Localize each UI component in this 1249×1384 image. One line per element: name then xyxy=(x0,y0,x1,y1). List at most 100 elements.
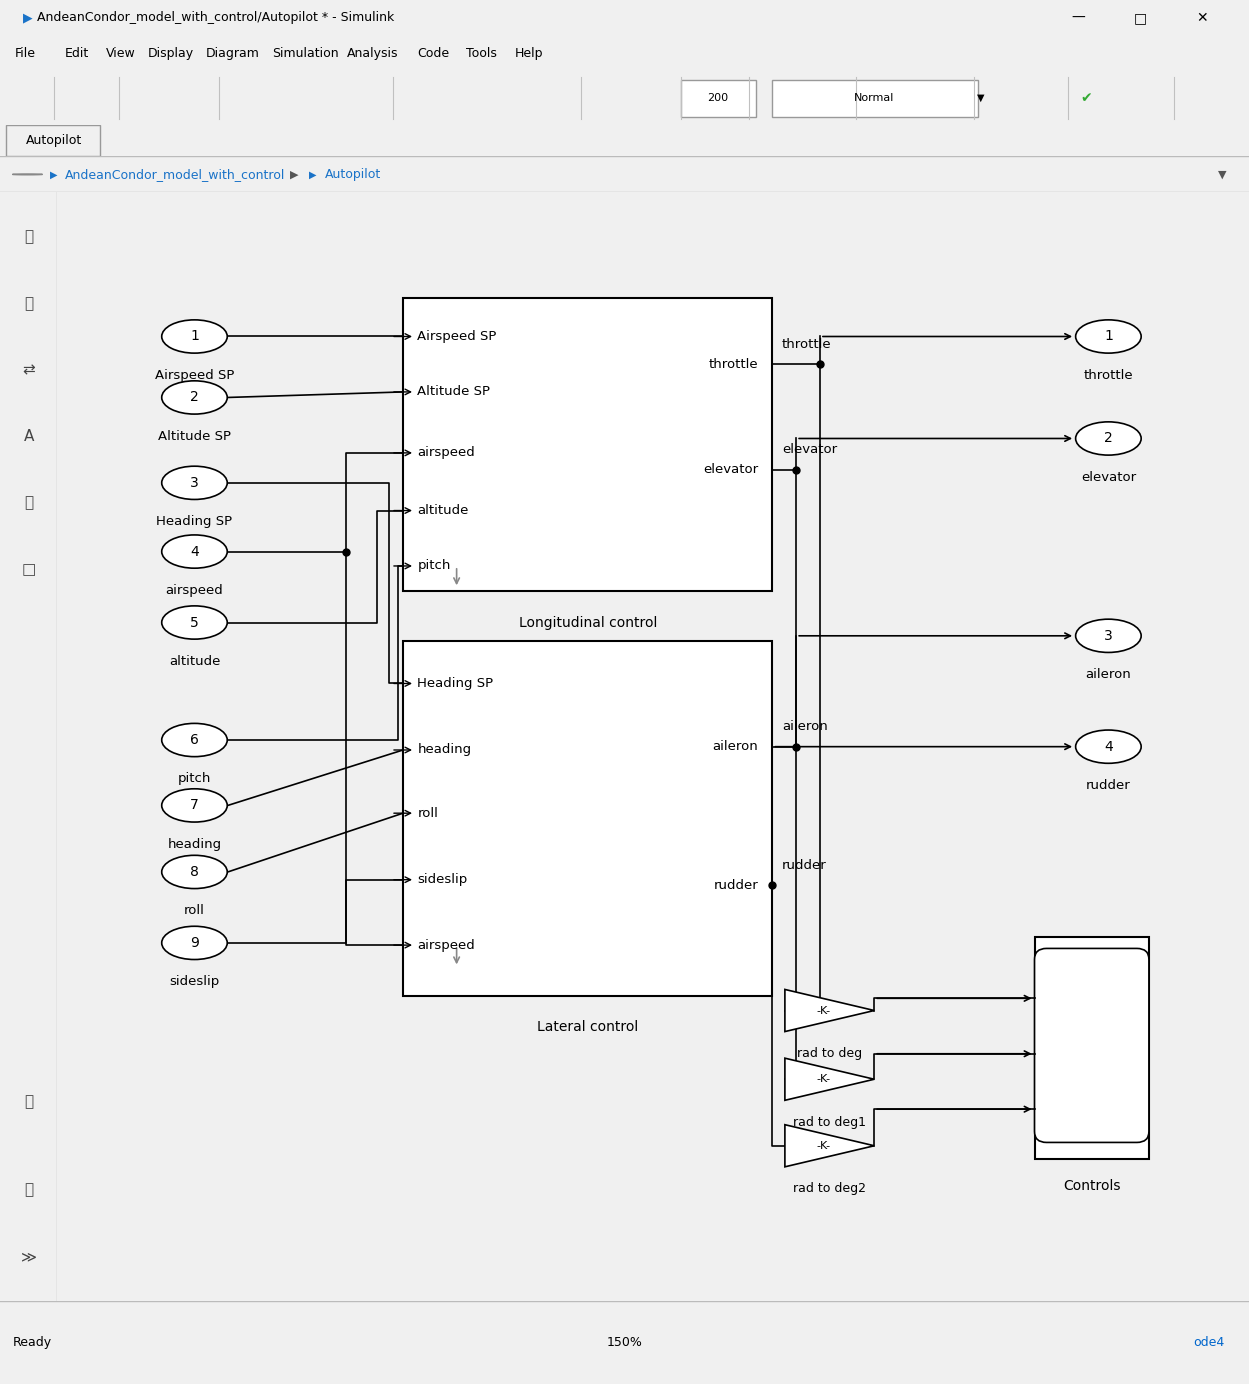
Ellipse shape xyxy=(1075,619,1142,652)
Text: Simulation: Simulation xyxy=(272,47,338,61)
Text: 1: 1 xyxy=(190,329,199,343)
Text: altitude: altitude xyxy=(417,504,468,518)
Text: 5: 5 xyxy=(190,616,199,630)
Text: airspeed: airspeed xyxy=(166,584,224,597)
Text: 4: 4 xyxy=(190,544,199,559)
Text: ✕: ✕ xyxy=(1197,11,1208,25)
FancyBboxPatch shape xyxy=(1034,937,1149,1158)
Text: aileron: aileron xyxy=(782,720,828,734)
Ellipse shape xyxy=(1075,729,1142,764)
Text: 200: 200 xyxy=(708,93,728,104)
Text: pitch: pitch xyxy=(417,559,451,573)
Text: Airspeed SP: Airspeed SP xyxy=(417,329,497,343)
Text: Autopilot: Autopilot xyxy=(25,134,82,147)
Text: Edit: Edit xyxy=(65,47,89,61)
Text: 6: 6 xyxy=(190,734,199,747)
Text: Controls: Controls xyxy=(1063,1179,1120,1193)
Text: □: □ xyxy=(21,562,36,577)
Text: 3: 3 xyxy=(1104,628,1113,642)
Text: sideslip: sideslip xyxy=(417,873,467,886)
Text: roll: roll xyxy=(184,904,205,918)
Text: airspeed: airspeed xyxy=(417,938,475,952)
Text: Lateral control: Lateral control xyxy=(537,1020,638,1034)
Text: 🔍: 🔍 xyxy=(24,230,34,244)
Text: pitch: pitch xyxy=(177,772,211,785)
Text: Code: Code xyxy=(417,47,450,61)
Text: ▶: ▶ xyxy=(22,11,32,25)
Text: 2: 2 xyxy=(190,390,199,404)
Text: -K-: -K- xyxy=(817,1006,831,1016)
Text: Longitudinal control: Longitudinal control xyxy=(518,616,657,630)
Text: 9: 9 xyxy=(190,936,199,949)
Text: rad to deg2: rad to deg2 xyxy=(793,1182,866,1196)
Text: Altitude SP: Altitude SP xyxy=(417,385,491,399)
Text: Ready: Ready xyxy=(12,1336,51,1349)
Text: 150%: 150% xyxy=(607,1336,642,1349)
Text: 📷: 📷 xyxy=(24,1093,34,1109)
Text: Autopilot: Autopilot xyxy=(325,167,381,181)
Text: Display: Display xyxy=(147,47,194,61)
Text: 8: 8 xyxy=(190,865,199,879)
Ellipse shape xyxy=(161,381,227,414)
Text: aileron: aileron xyxy=(1085,668,1132,681)
Text: rad to deg: rad to deg xyxy=(797,1048,862,1060)
Text: Heading SP: Heading SP xyxy=(417,677,493,691)
Text: ▶: ▶ xyxy=(309,169,316,180)
Text: aileron: aileron xyxy=(712,740,758,753)
Ellipse shape xyxy=(161,320,227,353)
Text: sideslip: sideslip xyxy=(170,976,220,988)
FancyBboxPatch shape xyxy=(1034,948,1149,1142)
Text: 4: 4 xyxy=(1104,739,1113,754)
FancyBboxPatch shape xyxy=(6,125,100,156)
Polygon shape xyxy=(784,990,874,1031)
Text: 📊: 📊 xyxy=(24,1182,34,1197)
Polygon shape xyxy=(784,1125,874,1167)
Text: -K-: -K- xyxy=(817,1074,831,1084)
Ellipse shape xyxy=(1075,422,1142,455)
Text: AndeanCondor_model_with_control/Autopilot * - Simulink: AndeanCondor_model_with_control/Autopilo… xyxy=(37,11,395,25)
Text: A: A xyxy=(24,429,34,444)
Text: Help: Help xyxy=(515,47,543,61)
Text: elevator: elevator xyxy=(1080,471,1135,483)
Text: heading: heading xyxy=(167,837,221,851)
Text: throttle: throttle xyxy=(782,338,832,352)
Text: 3: 3 xyxy=(190,476,199,490)
Text: airspeed: airspeed xyxy=(417,447,475,459)
Text: □: □ xyxy=(1134,11,1148,25)
Text: ⇄: ⇄ xyxy=(22,363,35,378)
Text: —: — xyxy=(1072,11,1085,25)
Text: 1: 1 xyxy=(1104,329,1113,343)
Text: elevator: elevator xyxy=(782,443,837,457)
Text: Normal: Normal xyxy=(854,93,894,104)
FancyBboxPatch shape xyxy=(403,641,772,996)
Text: 7: 7 xyxy=(190,799,199,812)
Text: Altitude SP: Altitude SP xyxy=(157,429,231,443)
Text: ✔: ✔ xyxy=(1080,91,1092,105)
Text: Tools: Tools xyxy=(466,47,497,61)
Text: Airspeed SP: Airspeed SP xyxy=(155,368,234,382)
Text: rudder: rudder xyxy=(713,879,758,891)
Text: ode4: ode4 xyxy=(1193,1336,1224,1349)
FancyBboxPatch shape xyxy=(681,80,756,116)
Text: ▶: ▶ xyxy=(50,169,57,180)
Text: 🖼: 🖼 xyxy=(24,495,34,511)
Text: ▼: ▼ xyxy=(1218,169,1227,180)
Text: File: File xyxy=(15,47,36,61)
FancyBboxPatch shape xyxy=(403,298,772,591)
Ellipse shape xyxy=(1075,320,1142,353)
Ellipse shape xyxy=(161,926,227,959)
Text: heading: heading xyxy=(417,743,471,757)
Text: ⬛: ⬛ xyxy=(24,296,34,311)
FancyBboxPatch shape xyxy=(772,80,978,116)
Text: elevator: elevator xyxy=(703,464,758,476)
Text: ≫: ≫ xyxy=(21,1250,36,1264)
Ellipse shape xyxy=(161,855,227,889)
Ellipse shape xyxy=(161,789,227,822)
Text: AndeanCondor_model_with_control: AndeanCondor_model_with_control xyxy=(65,167,285,181)
Text: rudder: rudder xyxy=(1087,779,1130,792)
Text: ▼: ▼ xyxy=(977,93,984,104)
Text: throttle: throttle xyxy=(1084,368,1133,382)
Ellipse shape xyxy=(161,466,227,500)
Text: ▶: ▶ xyxy=(290,169,299,180)
Text: View: View xyxy=(106,47,136,61)
